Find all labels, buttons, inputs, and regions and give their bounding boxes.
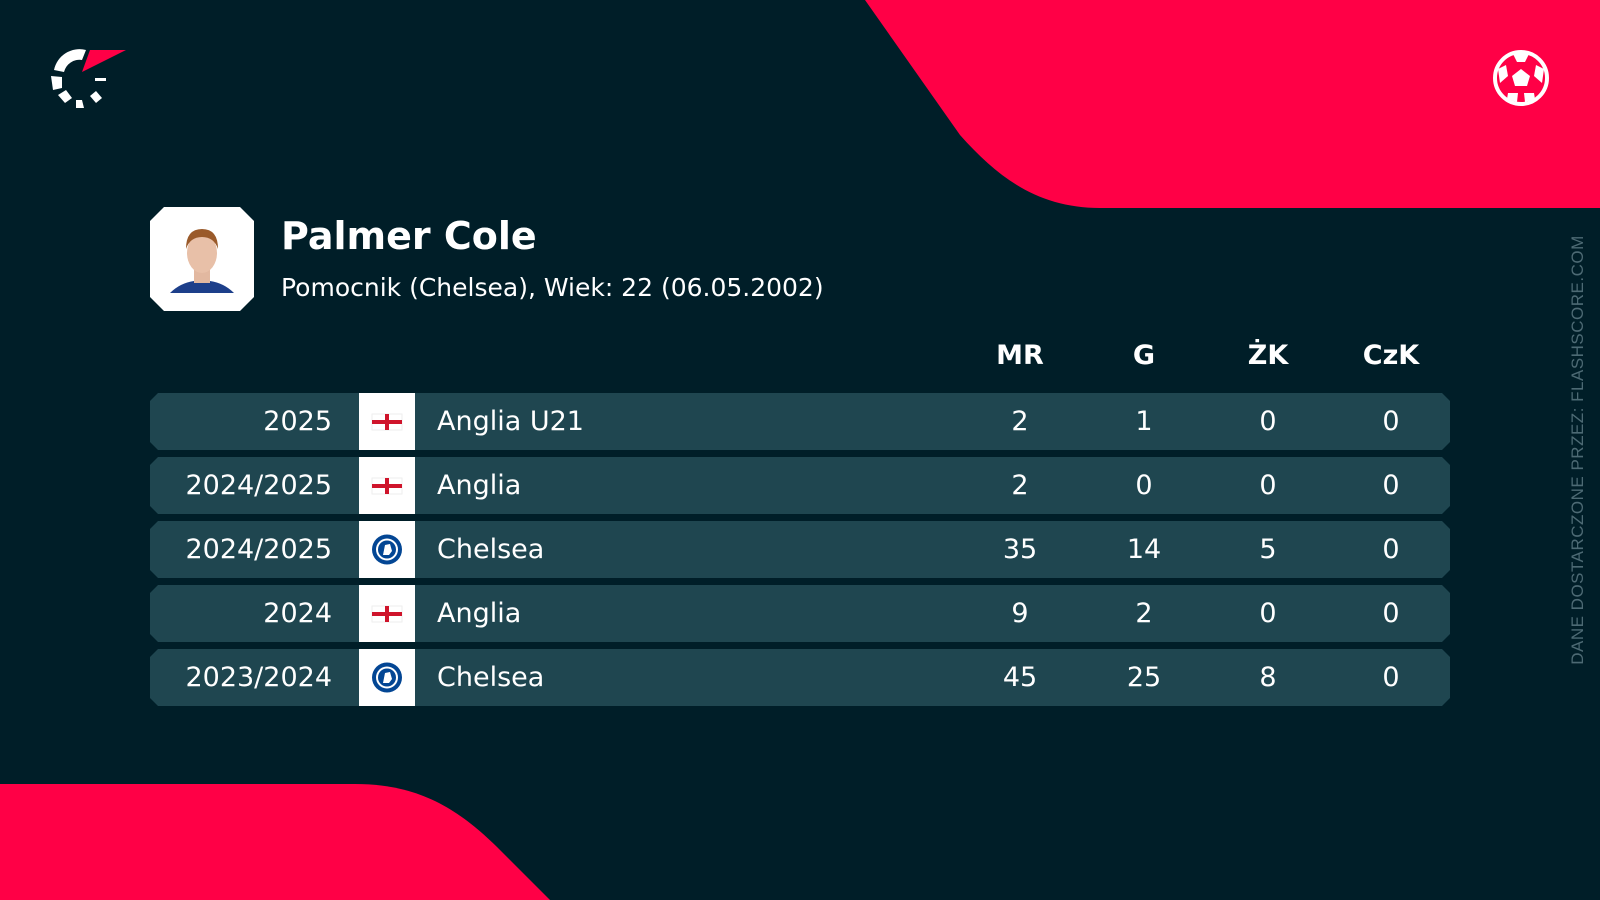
team-name: Chelsea — [437, 534, 545, 565]
yellow-cards: 0 — [1259, 598, 1277, 629]
bottom-left-accent — [0, 784, 550, 900]
chelsea-crest-icon — [359, 649, 415, 706]
header-g: G — [1132, 340, 1156, 371]
team-name: Anglia — [437, 598, 522, 629]
red-cards: 0 — [1382, 662, 1400, 693]
team-name: Anglia U21 — [437, 406, 584, 437]
top-right-accent — [865, 0, 1600, 208]
chelsea-crest-icon — [359, 521, 415, 578]
yellow-cards: 0 — [1259, 470, 1277, 501]
table-row: 2024/2025 Chelsea 35 14 5 0 — [150, 521, 1450, 578]
yellow-cards: 8 — [1259, 662, 1277, 693]
table-row: 2024 Anglia 9 2 0 0 — [150, 585, 1450, 642]
flashscore-logo — [51, 49, 126, 108]
table-row: 2023/2024 Chelsea 45 25 8 0 — [150, 649, 1450, 706]
red-cards: 0 — [1382, 598, 1400, 629]
table-row: 2025 Anglia U21 2 1 0 0 — [150, 393, 1450, 450]
goals: 25 — [1126, 662, 1162, 693]
goals: 14 — [1126, 534, 1162, 565]
matches: 9 — [1011, 598, 1029, 629]
data-credit: DANE DOSTARCZONE PRZEZ: FLASHSCORE.COM — [1568, 235, 1587, 665]
table-row: 2024/2025 Anglia 2 0 0 0 — [150, 457, 1450, 514]
team-name: Anglia — [437, 470, 522, 501]
yellow-cards: 5 — [1259, 534, 1277, 565]
yellow-cards: 0 — [1259, 406, 1277, 437]
season: 2025 — [263, 406, 332, 437]
red-cards: 0 — [1382, 470, 1400, 501]
red-cards: 0 — [1382, 406, 1400, 437]
team-name: Chelsea — [437, 662, 545, 693]
season: 2024 — [263, 598, 332, 629]
england-flag-icon — [359, 585, 415, 642]
player-name: Palmer Cole — [281, 214, 537, 258]
header-czk: CzK — [1362, 340, 1420, 371]
matches: 45 — [1002, 662, 1038, 693]
header-zk: ŻK — [1247, 340, 1289, 371]
england-flag-icon — [359, 393, 415, 450]
player-info: Pomocnik (Chelsea), Wiek: 22 (06.05.2002… — [281, 273, 824, 302]
header-mr: MR — [996, 340, 1044, 371]
goals: 1 — [1135, 406, 1153, 437]
goals: 0 — [1135, 470, 1153, 501]
red-cards: 0 — [1382, 534, 1400, 565]
season: 2024/2025 — [185, 534, 332, 565]
soccer-ball-icon — [1493, 50, 1549, 106]
england-flag-icon — [359, 457, 415, 514]
matches: 2 — [1011, 406, 1029, 437]
matches: 35 — [1002, 534, 1038, 565]
matches: 2 — [1011, 470, 1029, 501]
player-avatar — [150, 207, 254, 311]
season: 2024/2025 — [185, 470, 332, 501]
season: 2023/2024 — [185, 662, 332, 693]
goals: 2 — [1135, 598, 1153, 629]
